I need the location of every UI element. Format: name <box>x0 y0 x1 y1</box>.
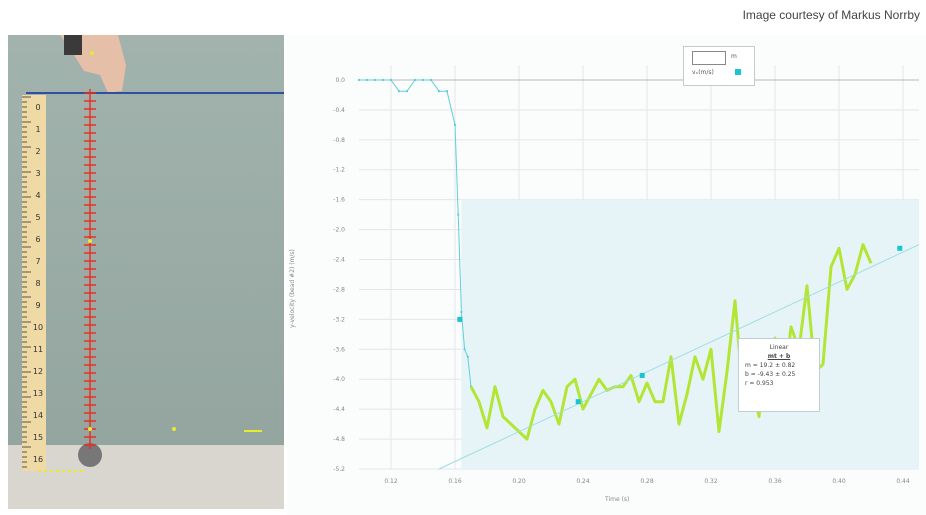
data-point[interactable] <box>358 78 360 81</box>
data-point[interactable] <box>430 78 432 81</box>
ruler-number: 0 <box>35 103 40 112</box>
legend-color-swatch[interactable] <box>735 69 741 75</box>
fit-equation: mt + b <box>767 353 791 360</box>
data-point[interactable] <box>414 78 416 81</box>
highlight-points[interactable] <box>457 245 903 405</box>
linear-fit-box[interactable]: Linear mt + b m = 19.2 ± 0.82 b = -9.43 … <box>738 338 820 412</box>
y-tick-label: -2.8 <box>333 286 345 293</box>
x-tick-label: 0.12 <box>384 478 398 485</box>
y-tick-label: -3.2 <box>333 316 345 323</box>
x-tick-label: 0.36 <box>768 478 782 485</box>
highlight-point[interactable] <box>457 316 463 322</box>
y-tick-labels: 0.0 -0.4 -0.8 -1.2 -1.6 -2.0 -2.4 -2.8 -3.2 -3.6 -… <box>333 77 345 473</box>
data-point[interactable] <box>422 78 424 81</box>
x-tick-label: 0.40 <box>832 478 846 485</box>
series-line-2[interactable] <box>438 244 920 470</box>
fit-correlation: r = 0.953 <box>745 380 774 387</box>
ruler-number: 14 <box>33 411 43 420</box>
y-tick-label: -4.4 <box>333 406 345 413</box>
y-tick-label: -0.8 <box>333 137 345 144</box>
ruler-ticks <box>22 96 31 468</box>
data-point[interactable] <box>406 90 408 93</box>
ball <box>78 443 102 467</box>
series-line-1[interactable] <box>469 243 873 441</box>
x-tick-label: 0.24 <box>576 478 590 485</box>
x-tick-label: 0.20 <box>512 478 526 485</box>
tracked-points[interactable] <box>84 89 96 449</box>
ruler-number: 3 <box>35 169 40 178</box>
ruler-number: 12 <box>33 367 43 376</box>
x-tick-label: 0.28 <box>640 478 654 485</box>
data-point[interactable] <box>463 348 466 351</box>
y-axis-label: y-velocity (bead #2) (m/s) <box>288 249 296 328</box>
data-point[interactable] <box>457 213 460 216</box>
floor <box>8 445 284 509</box>
x-tick-label: 0.44 <box>896 478 910 485</box>
watch <box>64 35 82 55</box>
x-tick-label: 0.32 <box>704 478 718 485</box>
image-credit: Image courtesy of Markus Norrby <box>742 8 920 22</box>
ruler-number: 4 <box>35 191 40 200</box>
data-point[interactable] <box>382 78 384 81</box>
data-point[interactable] <box>454 123 456 126</box>
fit-intercept: b = -9.43 ± 0.25 <box>745 371 796 378</box>
y-tick-label: 0.0 <box>335 77 345 84</box>
data-point[interactable] <box>398 90 400 93</box>
video-frame[interactable]: 0 1 2 3 4 5 6 7 8 9 10 11 12 13 14 15 16 <box>8 35 284 509</box>
data-point[interactable] <box>460 310 463 313</box>
ruler-number: 10 <box>33 323 43 332</box>
ruler-number: 1 <box>35 125 40 134</box>
origin-marker[interactable] <box>90 51 94 55</box>
data-point[interactable] <box>438 90 440 93</box>
legend-label: vₓ(m/s) <box>692 69 714 76</box>
calibration-marker[interactable] <box>88 239 92 243</box>
ruler-number: 8 <box>35 279 40 288</box>
y-tick-label: -4.8 <box>333 436 345 443</box>
highlight-point[interactable] <box>575 399 581 405</box>
data-point[interactable] <box>374 78 376 81</box>
legend-unit: m <box>731 53 737 60</box>
ruler-number: 11 <box>33 345 43 354</box>
y-tick-label: -2.0 <box>333 227 345 234</box>
series-line-0[interactable] <box>359 79 472 387</box>
fit-slope: m = 19.2 ± 0.82 <box>745 362 796 369</box>
fit-name: Linear <box>769 344 789 351</box>
fit-selection-region[interactable] <box>461 199 919 469</box>
ruler-number: 6 <box>35 235 40 244</box>
plot-canvas[interactable]: 0.0 -0.4 -0.8 -1.2 -1.6 -2.0 -2.4 -2.8 -3.2 -3.6 -… <box>287 35 926 515</box>
y-tick-label: -3.6 <box>333 346 345 353</box>
x-tick-labels: 0.12 0.16 0.20 0.24 0.28 0.32 0.36 0.40 0.44 <box>384 478 910 485</box>
variable-legend[interactable]: m vₓ(m/s) <box>683 46 755 86</box>
legend-input[interactable] <box>692 51 726 65</box>
ruler-number: 9 <box>35 301 40 310</box>
x-tick-label: 0.16 <box>448 478 462 485</box>
ruler-number: 13 <box>33 389 43 398</box>
y-tick-label: -1.2 <box>333 167 345 174</box>
data-point[interactable] <box>466 355 469 358</box>
y-tick-label: -2.4 <box>333 257 345 264</box>
ruler-number: 16 <box>33 455 43 464</box>
data-point[interactable] <box>446 90 448 93</box>
x-axis-label: Time (s) <box>605 496 630 503</box>
ruler-number: 2 <box>35 147 40 156</box>
calibration-marker[interactable] <box>172 427 176 431</box>
ruler-number: 5 <box>35 213 40 222</box>
y-tick-label: -1.6 <box>333 197 345 204</box>
calibration-marker[interactable] <box>88 427 92 431</box>
ruler-number: 15 <box>33 433 43 442</box>
highlight-point[interactable] <box>639 372 645 378</box>
highlight-point[interactable] <box>897 245 903 251</box>
data-point[interactable] <box>390 78 392 81</box>
y-tick-label: -4.0 <box>333 376 345 383</box>
ruler <box>22 95 46 471</box>
y-tick-label: -5.2 <box>333 466 345 473</box>
y-tick-label: -0.4 <box>333 107 345 114</box>
data-point[interactable] <box>366 78 368 81</box>
velocity-plot[interactable]: 0.0 -0.4 -0.8 -1.2 -1.6 -2.0 -2.4 -2.8 -3.2 -3.6 -… <box>287 35 926 515</box>
ruler-number: 7 <box>35 257 40 266</box>
